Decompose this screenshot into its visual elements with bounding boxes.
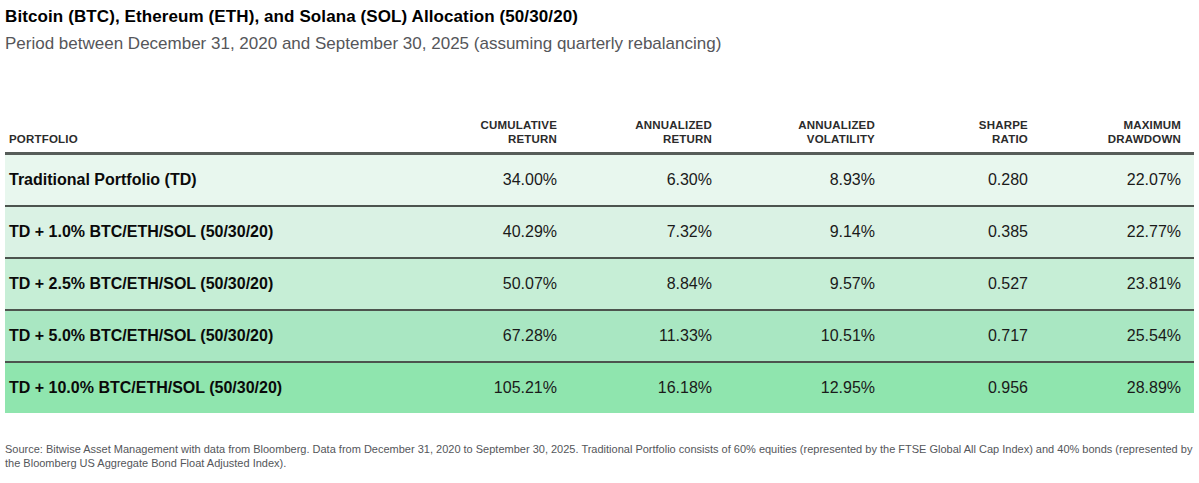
page-subtitle: Period between December 31, 2020 and Sep… bbox=[5, 34, 1194, 54]
column-header-annualized-return: ANNUALIZED RETURN bbox=[570, 118, 725, 154]
cumulative-return-cell: 67.28% bbox=[435, 310, 570, 362]
column-header-maximum-drawdown: MAXIMUM DRAWDOWN bbox=[1041, 118, 1194, 154]
header-line: RETURN bbox=[508, 133, 557, 145]
header-line: RETURN bbox=[663, 133, 712, 145]
table-row-5pct: TD + 5.0% BTC/ETH/SOL (50/30/20) 67.28% … bbox=[5, 310, 1194, 362]
cumulative-return-cell: 105.21% bbox=[435, 362, 570, 413]
maximum-drawdown-cell: 25.54% bbox=[1041, 310, 1194, 362]
annualized-return-cell: 11.33% bbox=[570, 310, 725, 362]
maximum-drawdown-cell: 28.89% bbox=[1041, 362, 1194, 413]
header-line: ANNUALIZED bbox=[635, 119, 712, 131]
column-header-cumulative-return: CUMULATIVE RETURN bbox=[435, 118, 570, 154]
report-figure: Bitcoin (BTC), Ethereum (ETH), and Solan… bbox=[0, 0, 1199, 483]
cumulative-return-cell: 34.00% bbox=[435, 154, 570, 207]
annualized-volatility-cell: 8.93% bbox=[725, 154, 888, 207]
source-footnote: Source: Bitwise Asset Management with da… bbox=[5, 442, 1194, 470]
column-header-annualized-volatility: ANNUALIZED VOLATILITY bbox=[725, 118, 888, 154]
annualized-volatility-cell: 9.14% bbox=[725, 206, 888, 258]
annualized-volatility-cell: 9.57% bbox=[725, 258, 888, 310]
table-row-10pct: TD + 10.0% BTC/ETH/SOL (50/30/20) 105.21… bbox=[5, 362, 1194, 413]
sharpe-ratio-cell: 0.385 bbox=[888, 206, 1041, 258]
table-row-2-5pct: TD + 2.5% BTC/ETH/SOL (50/30/20) 50.07% … bbox=[5, 258, 1194, 310]
portfolio-name-cell: TD + 10.0% BTC/ETH/SOL (50/30/20) bbox=[5, 362, 435, 413]
annualized-return-cell: 8.84% bbox=[570, 258, 725, 310]
header-line: ANNUALIZED bbox=[798, 119, 875, 131]
portfolio-name-cell: TD + 2.5% BTC/ETH/SOL (50/30/20) bbox=[5, 258, 435, 310]
page-title: Bitcoin (BTC), Ethereum (ETH), and Solan… bbox=[5, 6, 1194, 27]
header-line: CUMULATIVE bbox=[480, 119, 557, 131]
header-line: RATIO bbox=[992, 133, 1028, 145]
header-line: MAXIMUM bbox=[1123, 119, 1181, 131]
portfolio-name-cell: TD + 1.0% BTC/ETH/SOL (50/30/20) bbox=[5, 206, 435, 258]
cumulative-return-cell: 50.07% bbox=[435, 258, 570, 310]
annualized-return-cell: 16.18% bbox=[570, 362, 725, 413]
maximum-drawdown-cell: 22.07% bbox=[1041, 154, 1194, 207]
portfolio-name-cell: TD + 5.0% BTC/ETH/SOL (50/30/20) bbox=[5, 310, 435, 362]
header-line: DRAWDOWN bbox=[1108, 133, 1181, 145]
table-row-1pct: TD + 1.0% BTC/ETH/SOL (50/30/20) 40.29% … bbox=[5, 206, 1194, 258]
sharpe-ratio-cell: 0.280 bbox=[888, 154, 1041, 207]
header-line: SHARPE bbox=[979, 119, 1028, 131]
sharpe-ratio-cell: 0.956 bbox=[888, 362, 1041, 413]
header-line: VOLATILITY bbox=[807, 133, 875, 145]
sharpe-ratio-cell: 0.717 bbox=[888, 310, 1041, 362]
maximum-drawdown-cell: 23.81% bbox=[1041, 258, 1194, 310]
table-header-row: PORTFOLIO CUMULATIVE RETURN ANNUALIZED RET… bbox=[5, 118, 1194, 154]
sharpe-ratio-cell: 0.527 bbox=[888, 258, 1041, 310]
column-header-portfolio: PORTFOLIO bbox=[5, 118, 435, 154]
annualized-volatility-cell: 12.95% bbox=[725, 362, 888, 413]
maximum-drawdown-cell: 22.77% bbox=[1041, 206, 1194, 258]
portfolio-name-cell: Traditional Portfolio (TD) bbox=[5, 154, 435, 207]
annualized-return-cell: 6.30% bbox=[570, 154, 725, 207]
table-row-traditional: Traditional Portfolio (TD) 34.00% 6.30% … bbox=[5, 154, 1194, 207]
allocation-table: PORTFOLIO CUMULATIVE RETURN ANNUALIZED RET… bbox=[5, 118, 1194, 413]
annualized-return-cell: 7.32% bbox=[570, 206, 725, 258]
cumulative-return-cell: 40.29% bbox=[435, 206, 570, 258]
annualized-volatility-cell: 10.51% bbox=[725, 310, 888, 362]
column-header-sharpe-ratio: SHARPE RATIO bbox=[888, 118, 1041, 154]
